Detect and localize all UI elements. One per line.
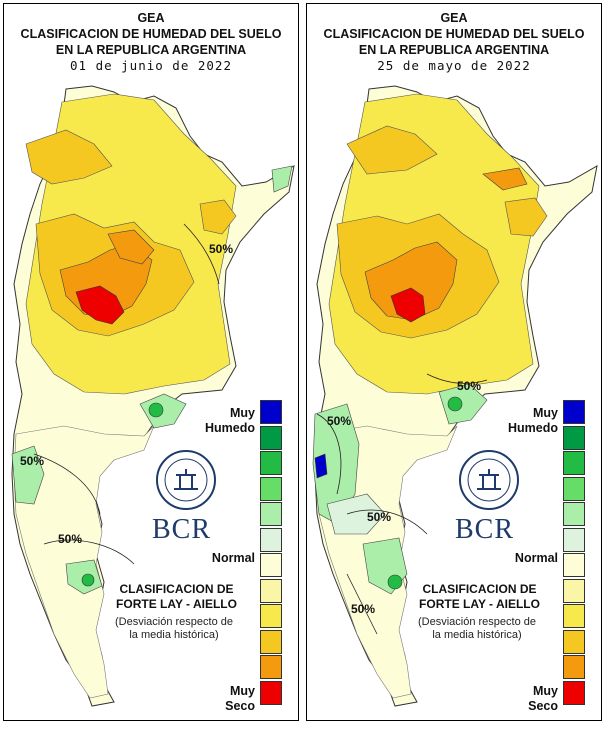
title-line-2: CLASIFICACION DE HUMEDAD DEL SUELO: [323, 27, 585, 41]
zone-green-light-4: [326, 493, 386, 535]
legend-color-box: [563, 553, 585, 577]
title-line-3: EN LA REPUBLICA ARGENTINA: [55, 43, 247, 57]
classification-title: CLASIFICACION DE FORTE LAY - AIELLO: [402, 582, 557, 612]
legend-color-box: [563, 527, 585, 552]
isoline: [426, 373, 488, 384]
isoline: [43, 539, 135, 565]
legend-color-box: [563, 400, 585, 424]
map-date: 25 de mayo de 2022: [377, 58, 531, 73]
isoline-label: 50%: [327, 414, 352, 428]
zone-green-light-2: [11, 445, 45, 505]
legend-color-box: [563, 629, 585, 654]
zone-green: [447, 396, 463, 412]
legend-color-box: [563, 655, 585, 679]
title-line-3: EN LA REPUBLICA ARGENTINA: [358, 43, 550, 57]
legend-color-box: [260, 629, 282, 654]
classification-line-1: CLASIFICACION DE: [422, 582, 537, 596]
zone-green-2: [81, 573, 95, 587]
isoline: [183, 223, 220, 285]
zone-blue: [314, 453, 328, 479]
zone-green-2: [387, 574, 403, 590]
legend-label-muy-humedo-2: Humedo: [508, 421, 558, 435]
classification-title: CLASIFICACION DE FORTE LAY - AIELLO: [99, 582, 254, 612]
legend-label-muy-seco-1: Muy: [533, 684, 558, 698]
legend-label-muy-seco-1: Muy: [230, 684, 255, 698]
isoline-label: 50%: [209, 242, 234, 256]
zone-green: [148, 402, 164, 418]
legend-color-box: [260, 578, 282, 603]
zone-orange-3: [504, 197, 548, 237]
classification-line-2: FORTE LAY - AIELLO: [419, 597, 540, 611]
map-panel-right: GEA CLASIFICACION DE HUMEDAD DEL SUELO E…: [306, 3, 602, 721]
legend-color-box: [563, 680, 585, 705]
legend-label-muy-seco-2: Seco: [528, 699, 558, 713]
legend-color-box: [563, 604, 585, 628]
deviation-line-1: (Desviación respecto de: [417, 616, 536, 628]
deviation-line-2: la media histórica): [432, 629, 522, 641]
legend-color-box: [260, 655, 282, 679]
zone-red: [75, 285, 125, 325]
legend-color-box: [260, 527, 282, 552]
isoline: [316, 413, 342, 495]
isoline-label: 50%: [367, 510, 392, 524]
legend-color-box: [260, 400, 282, 424]
title-line-2: CLASIFICACION DE HUMEDAD DEL SUELO: [20, 27, 282, 41]
isoline: [33, 453, 101, 515]
legend-color-box: [260, 451, 282, 475]
title-line-1: GEA: [440, 11, 468, 25]
legend-color-box: [260, 680, 282, 705]
deviation-line-1: (Desviación respecto de: [114, 616, 233, 628]
isoline-label: 50%: [457, 379, 482, 393]
map-titles: GEA CLASIFICACION DE HUMEDAD DEL SUELO E…: [307, 10, 601, 74]
legend-color-box: [260, 476, 282, 501]
legend-color-box: [563, 425, 585, 450]
bcr-logo-text: BCR: [455, 514, 515, 545]
legend-color-box: [260, 604, 282, 628]
map-titles: GEA CLASIFICACION DE HUMEDAD DEL SUELO E…: [4, 10, 298, 74]
deviation-line-2: la media histórica): [129, 629, 219, 641]
zone-orange-2: [346, 125, 438, 175]
legend-color-box: [260, 502, 282, 526]
deviation-note: (Desviación respecto de la media históri…: [392, 616, 562, 642]
legend-color-box: [260, 553, 282, 577]
legend-label-muy-humedo-1: Muy: [533, 406, 558, 420]
legend-label-muy-humedo-1: Muy: [230, 406, 255, 420]
isoline-label: 50%: [20, 454, 45, 468]
legend-label-muy-humedo-2: Humedo: [205, 421, 255, 435]
zone-deep-orange-2: [107, 229, 155, 265]
classification-line-1: CLASIFICACION DE: [119, 582, 234, 596]
map-date: 01 de junio de 2022: [70, 58, 232, 73]
legend-color-box: [563, 578, 585, 603]
isoline-label: 50%: [351, 602, 376, 616]
isoline-label: 50%: [58, 532, 83, 546]
zone-orange-2: [25, 129, 113, 185]
isoline: [346, 573, 378, 635]
legend-color-box: [563, 502, 585, 526]
zone-orange-3: [199, 199, 237, 235]
argentina-moisture-map: [11, 85, 295, 707]
map-panel-left: GEA CLASIFICACION DE HUMEDAD DEL SUELO E…: [3, 3, 299, 721]
argentina-moisture-map: [312, 85, 598, 707]
legend-color-box: [563, 451, 585, 475]
zone-green-light-4: [271, 165, 293, 193]
legend-label-normal: Normal: [211, 551, 255, 565]
legend-label-normal: Normal: [514, 551, 558, 565]
classification-line-2: FORTE LAY - AIELLO: [116, 597, 237, 611]
deviation-note: (Desviación respecto de la media históri…: [89, 616, 259, 642]
bcr-seal-icon: [459, 450, 519, 510]
legend-color-box: [260, 425, 282, 450]
legend-label-muy-seco-2: Seco: [225, 699, 255, 713]
zone-red: [390, 287, 426, 323]
bcr-seal-icon: [156, 450, 216, 510]
zone-orange-4: [482, 167, 528, 191]
zone-green-light-2: [438, 383, 488, 425]
bcr-logo-text: BCR: [152, 514, 212, 545]
isoline: [346, 509, 428, 535]
legend-color-box: [563, 476, 585, 501]
zone-deep-orange: [364, 241, 458, 321]
title-line-1: GEA: [137, 11, 165, 25]
